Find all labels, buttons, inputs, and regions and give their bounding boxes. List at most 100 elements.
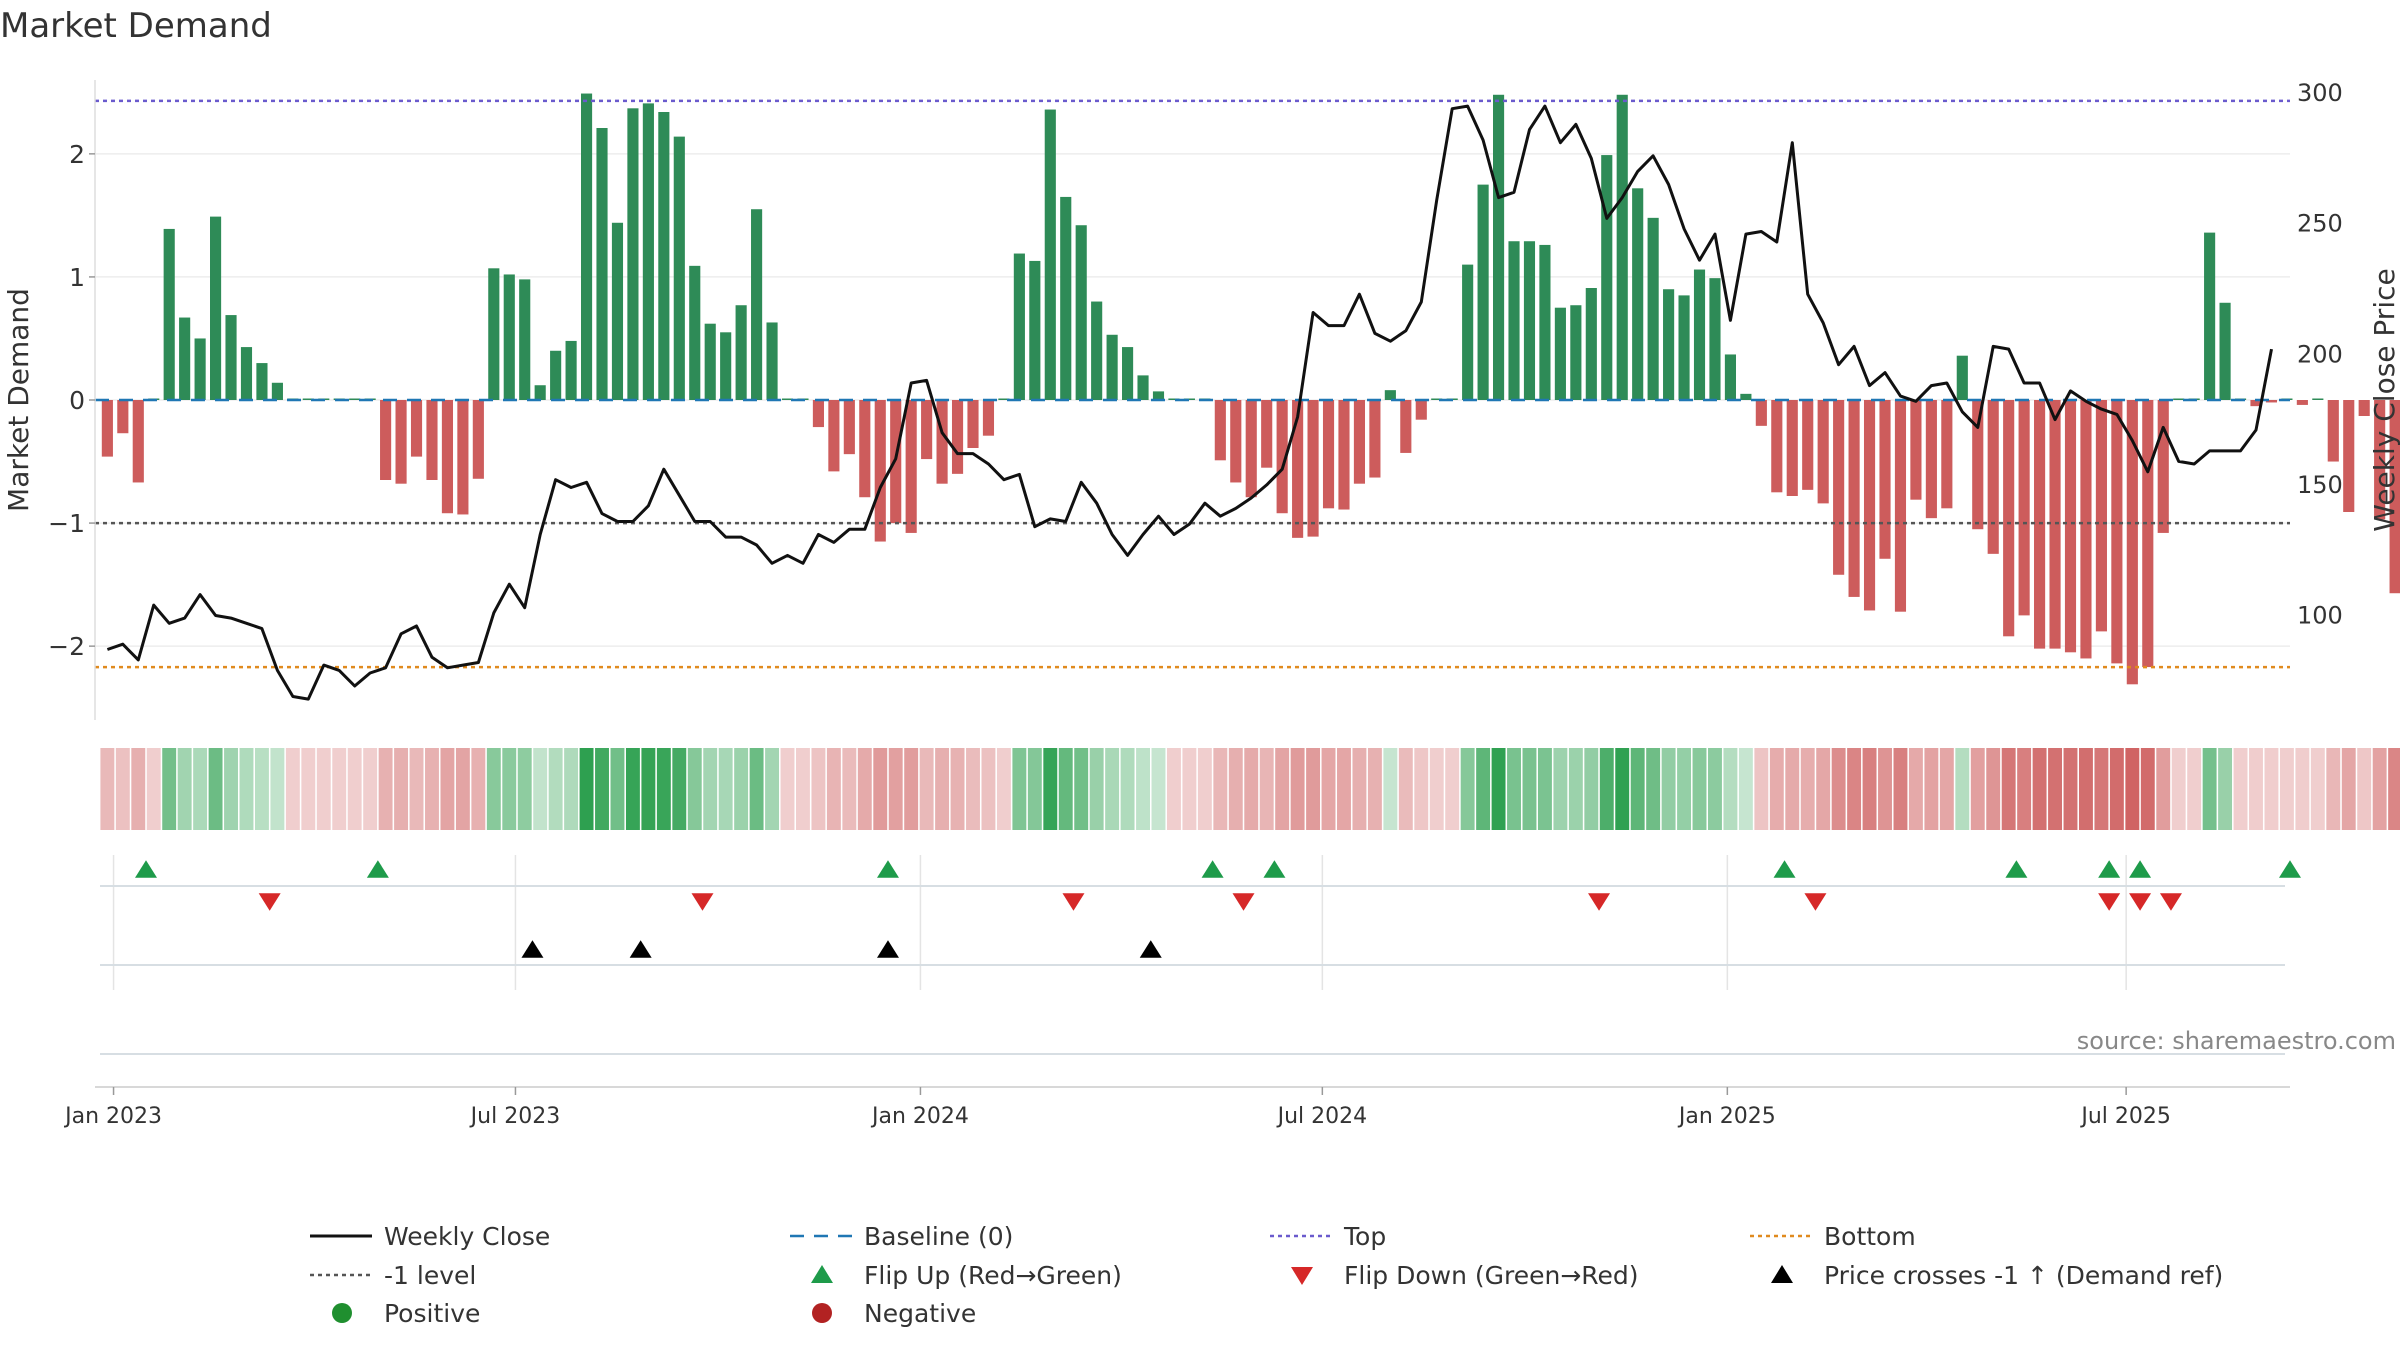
demand-bar [1925, 400, 1937, 519]
heat-cell [1491, 748, 1506, 830]
heat-cell [904, 748, 919, 830]
price-cross-marker [1139, 940, 1162, 958]
demand-bar [1152, 391, 1165, 400]
demand-bar [271, 382, 283, 400]
demand-bar [1214, 400, 1226, 461]
heat-cell [1290, 748, 1305, 830]
heat-cell [1398, 748, 1413, 830]
demand-bar [210, 216, 222, 400]
heat-cell [1831, 748, 1846, 830]
legend-label: Weekly Close [384, 1222, 550, 1251]
heat-cell [1939, 748, 1954, 830]
heat-cell [1182, 748, 1197, 830]
heat-cell [455, 748, 470, 830]
demand-bar [859, 400, 871, 498]
flip-down-marker [1232, 893, 1255, 911]
demand-bar [1415, 400, 1427, 420]
flip-up-marker [1263, 860, 1286, 878]
heat-cell [2326, 748, 2341, 830]
heat-cell [316, 748, 331, 830]
demand-bar [101, 400, 113, 457]
heat-cell [239, 748, 254, 830]
demand-bar [1492, 94, 1505, 401]
demand-bar [2219, 302, 2231, 400]
demand-bar [1307, 400, 1319, 537]
flip-up-marker [2005, 860, 2028, 878]
heat-cell [1012, 748, 1027, 830]
heat-cell [1321, 748, 1336, 830]
demand-bar [735, 305, 747, 400]
demand-bar [921, 400, 933, 460]
demand-bar [1678, 295, 1690, 400]
heat-cell [1986, 748, 2001, 830]
demand-bar [2173, 398, 2185, 400]
demand-bar [256, 363, 268, 400]
demand-bar [1013, 253, 1025, 400]
y2-axis-label: Weekly Close Price [2368, 268, 2400, 531]
heat-cell [1197, 748, 1212, 830]
heat-cell [409, 748, 424, 830]
heat-cell [1661, 748, 1676, 830]
demand-bar [1647, 217, 1659, 400]
legend-label: Flip Up (Red→Green) [864, 1261, 1122, 1290]
heat-cell [378, 748, 393, 830]
heat-cell [502, 748, 517, 830]
x-tick-label: Jan 2023 [63, 1104, 162, 1129]
legend-swatch [811, 1265, 833, 1283]
heat-cell [2202, 748, 2217, 830]
heat-cell [2140, 748, 2155, 830]
heat-cell [1584, 748, 1599, 830]
heat-cell [285, 748, 300, 830]
flip-down-marker [2159, 893, 2182, 911]
heat-cell [1352, 748, 1367, 830]
heat-cell [579, 748, 594, 830]
demand-bar [1709, 278, 1721, 400]
heat-cell [888, 748, 903, 830]
legend-label: -1 level [384, 1261, 476, 1290]
heat-cell [115, 748, 130, 830]
demand-bar [1276, 400, 1288, 514]
demand-bar [2018, 400, 2030, 616]
heat-cell [332, 748, 347, 830]
demand-bar [1894, 400, 1907, 612]
demand-bar [1570, 305, 1582, 400]
heat-cell [1692, 748, 1707, 830]
flip-down-marker [2129, 893, 2152, 911]
heat-cell [826, 748, 841, 830]
heat-cell [950, 748, 965, 830]
legend-label: Positive [384, 1299, 480, 1328]
heat-cell [1105, 748, 1120, 830]
demand-bar [2296, 400, 2308, 405]
demand-bar [766, 322, 778, 400]
demand-bar [1987, 400, 1999, 554]
heat-cell [1151, 748, 1166, 830]
flip-down-marker [1588, 893, 1611, 911]
heat-cell [1599, 748, 1614, 830]
demand-bar [1539, 244, 1551, 400]
heat-cell [718, 748, 733, 830]
flip-down-marker [691, 893, 714, 911]
demand-bar [1910, 400, 1922, 500]
y2-tick-label: 200 [2297, 340, 2343, 368]
heat-cell [919, 748, 934, 830]
heat-cell [1738, 748, 1753, 830]
demand-bar [658, 112, 670, 400]
demand-bar [1477, 184, 1489, 400]
demand-bar [2126, 400, 2138, 685]
demand-bar [1183, 398, 1195, 400]
heat-cell [796, 748, 810, 830]
demand-bar [1585, 288, 1597, 400]
heat-cell [425, 748, 439, 830]
demand-bar [2157, 400, 2169, 533]
heat-cell [2388, 748, 2400, 830]
heat-cell [1955, 748, 1970, 830]
heat-cell [1275, 748, 1290, 830]
heat-cell [2249, 748, 2263, 830]
demand-bar [1029, 260, 1041, 400]
flip-up-marker [1201, 860, 1224, 878]
demand-bar [1941, 400, 1953, 509]
demand-bar [1261, 400, 1273, 468]
demand-bar [395, 400, 407, 484]
demand-bar [1322, 400, 1335, 509]
demand-bar [1663, 289, 1675, 400]
